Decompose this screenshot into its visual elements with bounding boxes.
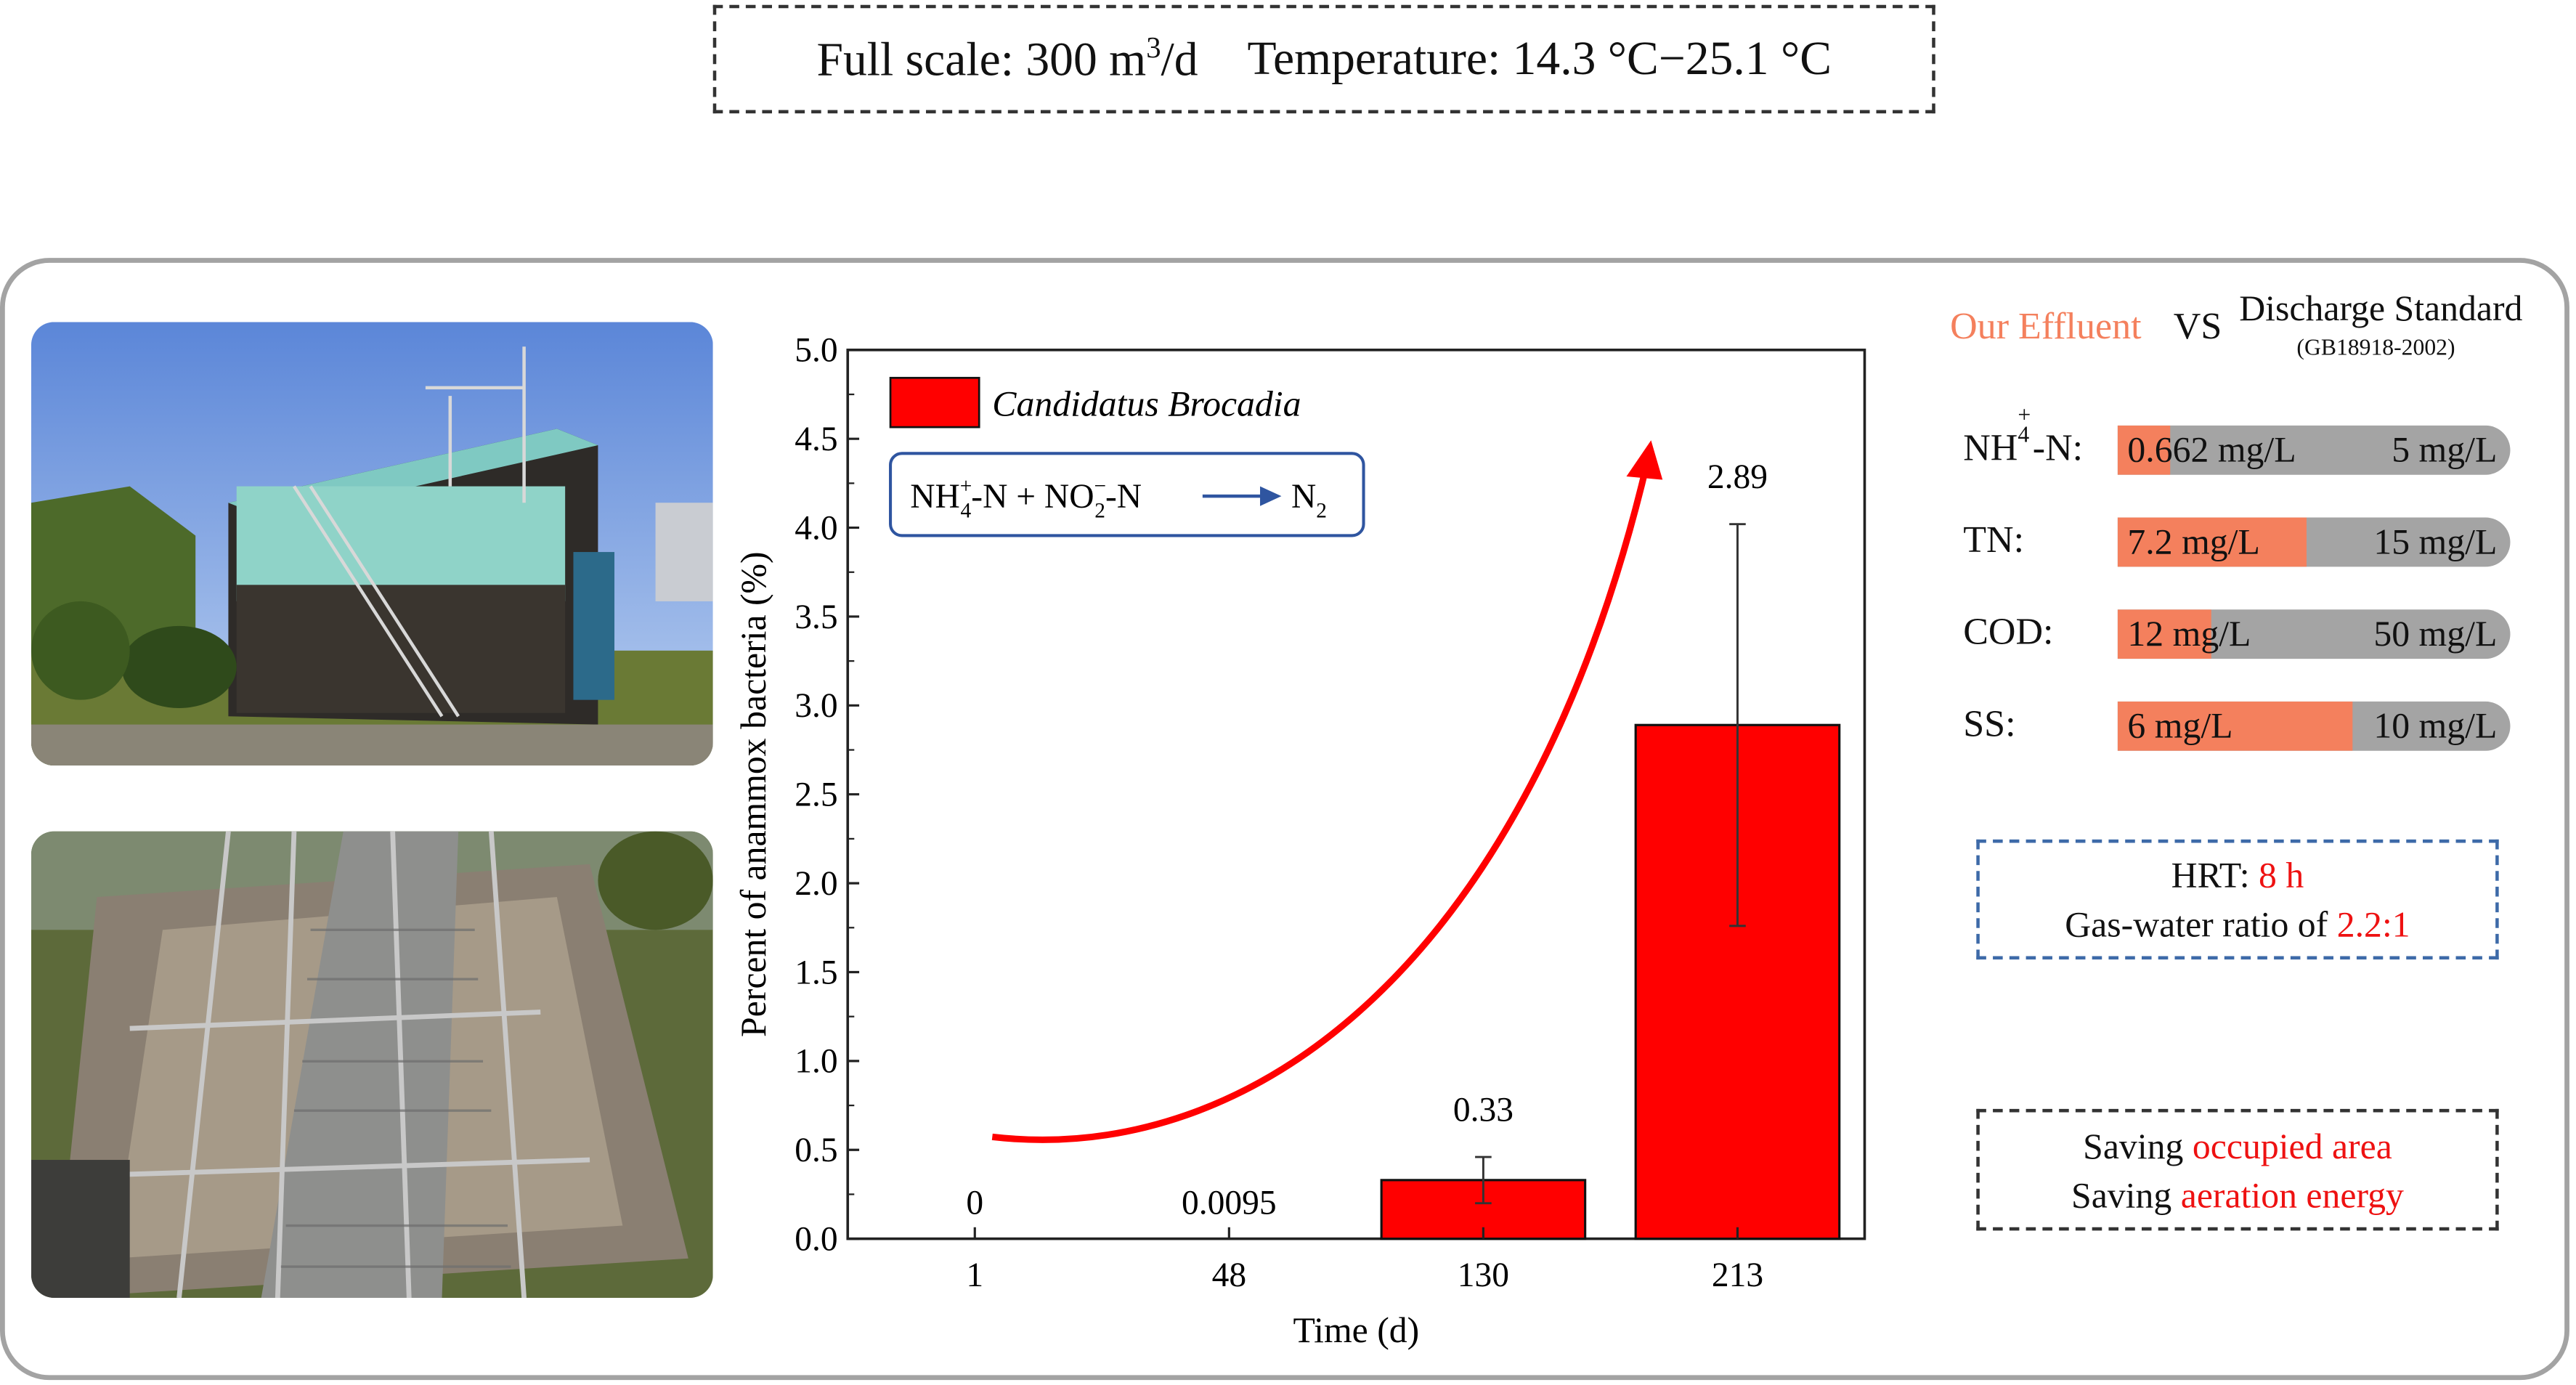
header-box: Full scale: 300 m3/d Temperature: 14.3 °… xyxy=(712,4,1935,114)
param-label: SS: xyxy=(1963,703,2016,744)
y-tick-label: 0.0 xyxy=(795,1220,837,1258)
trend-arrowhead xyxy=(1626,440,1663,480)
y-tick-label: 2.5 xyxy=(795,776,837,814)
x-tick-label: 213 xyxy=(1712,1256,1763,1294)
comparison-bar: 0.662 mg/L 5 mg/L xyxy=(2117,425,2511,475)
y-tick-label: 5.0 xyxy=(795,332,837,370)
effluent-fill xyxy=(2117,701,2354,751)
main-panel xyxy=(0,258,2569,1381)
gas-water-line: Gas-water ratio of 2.2:1 xyxy=(2065,903,2410,945)
saving-area-line: Saving occupied area xyxy=(2083,1125,2392,1167)
legend-swatch xyxy=(889,376,980,429)
scale-label: Full scale: 300 m3/d xyxy=(816,31,1198,86)
reaction-nh4-sup: + xyxy=(960,475,972,498)
data-label: 0.0095 xyxy=(1182,1185,1277,1222)
reaction-no2-sub: 2 xyxy=(1094,500,1105,523)
param-label: NH +4 -N: xyxy=(1963,404,2084,468)
reaction-mid: -N + NO xyxy=(971,478,1094,516)
y-tick-label: 3.5 xyxy=(795,598,837,636)
y-tick-label: 2.0 xyxy=(795,865,837,903)
y-tick-label: 1.5 xyxy=(795,954,837,991)
standard-value: 50 mg/L xyxy=(2373,612,2498,654)
data-label: 0 xyxy=(966,1185,983,1222)
comparison-bar: 6 mg/L 10 mg/L xyxy=(2117,701,2511,751)
chart-plot: 0.0 0.5 1.0 1.5 2.0 2.5 3.0 3.5 4.0 4.5 5.0 0 1 0.009… xyxy=(734,332,1866,1350)
y-tick-label: 4.0 xyxy=(795,509,837,547)
y-tick-label: 0.5 xyxy=(795,1132,837,1169)
standard-value: 10 mg/L xyxy=(2373,704,2498,746)
reaction-product: N2 xyxy=(1291,478,1327,523)
comparison-bar: 12 mg/L 50 mg/L xyxy=(2117,609,2511,659)
standard-value: 5 mg/L xyxy=(2392,429,2498,470)
reaction-product-sub: 2 xyxy=(1316,500,1327,523)
reaction-nh4-sub: 4 xyxy=(961,500,972,523)
vs-label: VS xyxy=(2173,305,2222,347)
reaction-no2-sup: − xyxy=(1094,475,1107,498)
y-tick-label: 1.0 xyxy=(795,1043,837,1081)
x-axis-label: Time (d) xyxy=(1293,1310,1420,1350)
y-tick-label: 4.5 xyxy=(795,421,837,458)
temperature-label: Temperature: 14.3 °C−25.1 °C xyxy=(1247,32,1832,85)
standard-label: Discharge Standard xyxy=(2239,287,2523,329)
savings-box: Saving occupied area Saving aeration ene… xyxy=(1976,1108,2499,1231)
effluent-value: 6 mg/L xyxy=(2127,704,2233,746)
reaction-nh4: NH xyxy=(910,478,960,516)
hrt-box: HRT: 8 h Gas-water ratio of 2.2:1 xyxy=(1976,839,2499,960)
effluent-value: 7.2 mg/L xyxy=(2127,521,2260,562)
reaction-box xyxy=(889,452,1365,537)
reaction-arrowhead xyxy=(1260,486,1282,506)
comparison-bar: 7.2 mg/L 15 mg/L xyxy=(2117,517,2511,567)
anammox-bar-chart: 0.0 0.5 1.0 1.5 2.0 2.5 3.0 3.5 4.0 4.5 5.0 0 1 0.009… xyxy=(734,332,1866,1350)
x-tick-label: 48 xyxy=(1212,1256,1247,1294)
legend-label: Candidatus Brocadia xyxy=(992,383,1301,423)
x-tick-label: 1 xyxy=(966,1256,983,1294)
effluent-fill xyxy=(2117,425,2170,475)
reaction-equation: NH+ 4-N + NO− 2-N xyxy=(910,475,1142,523)
effluent-fill xyxy=(2117,609,2212,659)
data-label: 0.33 xyxy=(1453,1091,1513,1129)
tank-top-photo xyxy=(31,831,713,1299)
effluent-label: Our Effluent xyxy=(1950,305,2142,347)
standard-value: 15 mg/L xyxy=(2373,521,2498,562)
x-tick-label: 130 xyxy=(1458,1256,1509,1294)
data-label: 2.89 xyxy=(1707,458,1768,496)
y-axis-label: Percent of anammox bacteria (%) xyxy=(734,551,773,1037)
reaction-product-n: N xyxy=(1291,478,1316,516)
standard-code: (GB18918-2002) xyxy=(2296,336,2455,362)
param-label: COD: xyxy=(1963,611,2054,653)
hrt-line: HRT: 8 h xyxy=(2171,854,2304,895)
saving-energy-line: Saving aeration energy xyxy=(2071,1174,2404,1216)
effluent-value: 0.662 mg/L xyxy=(2127,429,2296,470)
reaction-tail: -N xyxy=(1105,478,1142,516)
effluent-fill xyxy=(2117,517,2307,567)
effluent-value: 12 mg/L xyxy=(2127,612,2251,654)
y-tick-label: 3.0 xyxy=(795,687,837,725)
plant-exterior-photo xyxy=(31,322,713,766)
param-label: TN: xyxy=(1963,519,2025,561)
trend-arrow xyxy=(991,459,1651,1143)
